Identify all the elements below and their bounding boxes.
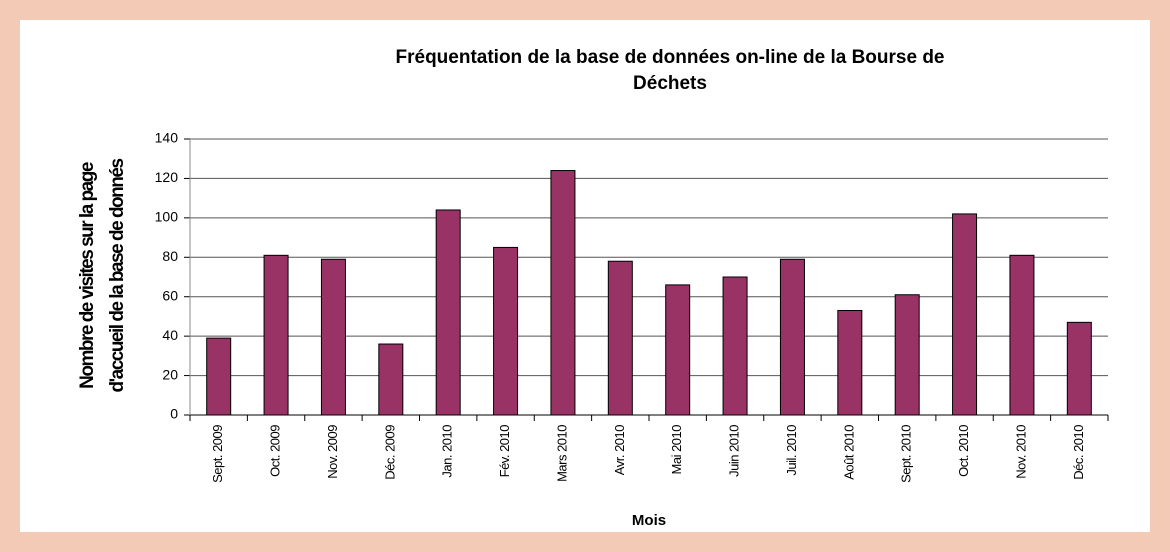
- y-tick-label: 80: [162, 248, 178, 264]
- bar: [378, 343, 404, 416]
- chart-title: Fréquentation de la base de données on-l…: [396, 47, 945, 68]
- x-tick-label: Jan. 2010: [440, 425, 455, 478]
- bar: [722, 276, 748, 416]
- bar: [493, 246, 519, 416]
- y-tick-label: 120: [155, 169, 179, 185]
- x-tick-label: Déc. 2010: [1071, 425, 1086, 480]
- x-tick-label: Nov. 2010: [1013, 425, 1028, 479]
- x-tick-label: Sept. 2010: [899, 425, 914, 483]
- bar: [1066, 321, 1092, 416]
- bar: [206, 337, 232, 416]
- x-tick-label: Sept. 2009: [210, 425, 225, 483]
- x-tick-label: Oct. 2009: [268, 425, 283, 477]
- y-axis-title: d'accueil de la base de donnés: [107, 159, 128, 393]
- x-tick-label: Juil. 2010: [784, 425, 799, 476]
- x-tick-label: Fév. 2010: [497, 425, 512, 478]
- bar: [320, 258, 346, 416]
- y-tick-label: 60: [162, 287, 178, 303]
- x-tick-label: Mars 2010: [554, 425, 569, 482]
- bar: [952, 213, 978, 416]
- chart-title: Déchets: [633, 73, 707, 94]
- y-tick-label: 140: [155, 130, 179, 146]
- y-tick-label: 100: [155, 209, 179, 225]
- bar: [550, 170, 576, 416]
- bar: [779, 258, 805, 416]
- bar: [665, 284, 691, 416]
- x-tick-label: Oct. 2010: [956, 425, 971, 477]
- x-tick-label: Mai 2010: [669, 425, 684, 475]
- x-axis-title: Mois: [632, 512, 666, 529]
- y-tick-label: 20: [162, 366, 178, 382]
- bar: [607, 260, 633, 416]
- bar: [1009, 254, 1035, 416]
- bar: [263, 254, 289, 416]
- bar: [894, 294, 920, 416]
- y-tick-label: 0: [170, 406, 178, 422]
- bar: [837, 310, 863, 416]
- x-tick-label: Avr. 2010: [612, 425, 627, 475]
- x-tick-label: Déc. 2009: [382, 425, 397, 480]
- y-axis-title: Nombre de visites sur la page: [77, 162, 98, 389]
- x-tick-label: Août 2010: [841, 425, 856, 480]
- x-tick-label: Nov. 2009: [325, 425, 340, 479]
- x-tick-label: Juin 2010: [727, 425, 742, 477]
- bar: [435, 209, 461, 416]
- y-tick-label: 40: [162, 327, 178, 343]
